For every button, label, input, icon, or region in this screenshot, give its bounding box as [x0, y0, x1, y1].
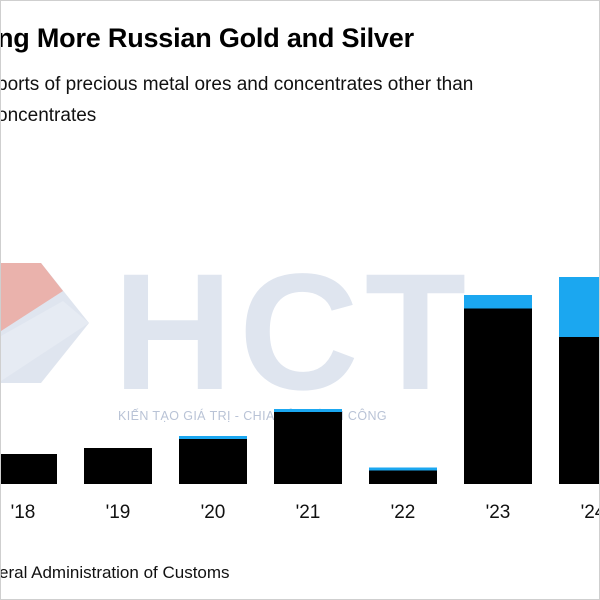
- subtitle-line-1: ports of precious metal ores and concent…: [0, 74, 474, 95]
- bar-24-series-1: [559, 337, 599, 484]
- x-tick-label: '22: [391, 502, 416, 523]
- bar-23-series-2: [464, 295, 532, 309]
- chart-subtitle: ports of precious metal ores and concent…: [0, 69, 474, 131]
- watermark: HCT KIẾN TẠO GIÁ TRỊ - CHIA SẺ THÀNH CÔN…: [1, 240, 472, 425]
- bar-23-series-1: [464, 308, 532, 484]
- watermark-tagline: KIẾN TẠO GIÁ TRỊ - CHIA SẺ THÀNH CÔNG: [118, 408, 387, 423]
- bar-21-series-1: [274, 412, 342, 484]
- subtitle-line-2: oncentrates: [0, 105, 97, 126]
- source-note: eral Administration of Customs: [0, 563, 230, 582]
- watermark-logo-text: HCT: [113, 240, 472, 425]
- x-tick-label: '19: [106, 502, 131, 523]
- bar-21-series-2: [274, 409, 342, 412]
- bar-20-series-1: [179, 439, 247, 484]
- bar-19-series-1: [84, 448, 152, 484]
- bar-22-series-1: [369, 470, 437, 484]
- x-tick-labels: '18 '19 '20 '21 '22 '23 '24: [11, 502, 600, 523]
- watermark-diamond-logo: [1, 263, 89, 383]
- bar-18-series-1: [1, 454, 57, 484]
- x-tick-label: '20: [201, 502, 226, 523]
- x-tick-label: '24: [581, 502, 600, 523]
- x-tick-label: '21: [296, 502, 321, 523]
- x-tick-label: '23: [486, 502, 511, 523]
- bars-group: [1, 277, 599, 484]
- x-tick-label: '18: [11, 502, 36, 523]
- bar-20-series-2: [179, 436, 247, 439]
- bar-22-series-2: [369, 467, 437, 471]
- bar-24-series-2: [559, 277, 599, 337]
- chart-title: ng More Russian Gold and Silver: [0, 23, 414, 53]
